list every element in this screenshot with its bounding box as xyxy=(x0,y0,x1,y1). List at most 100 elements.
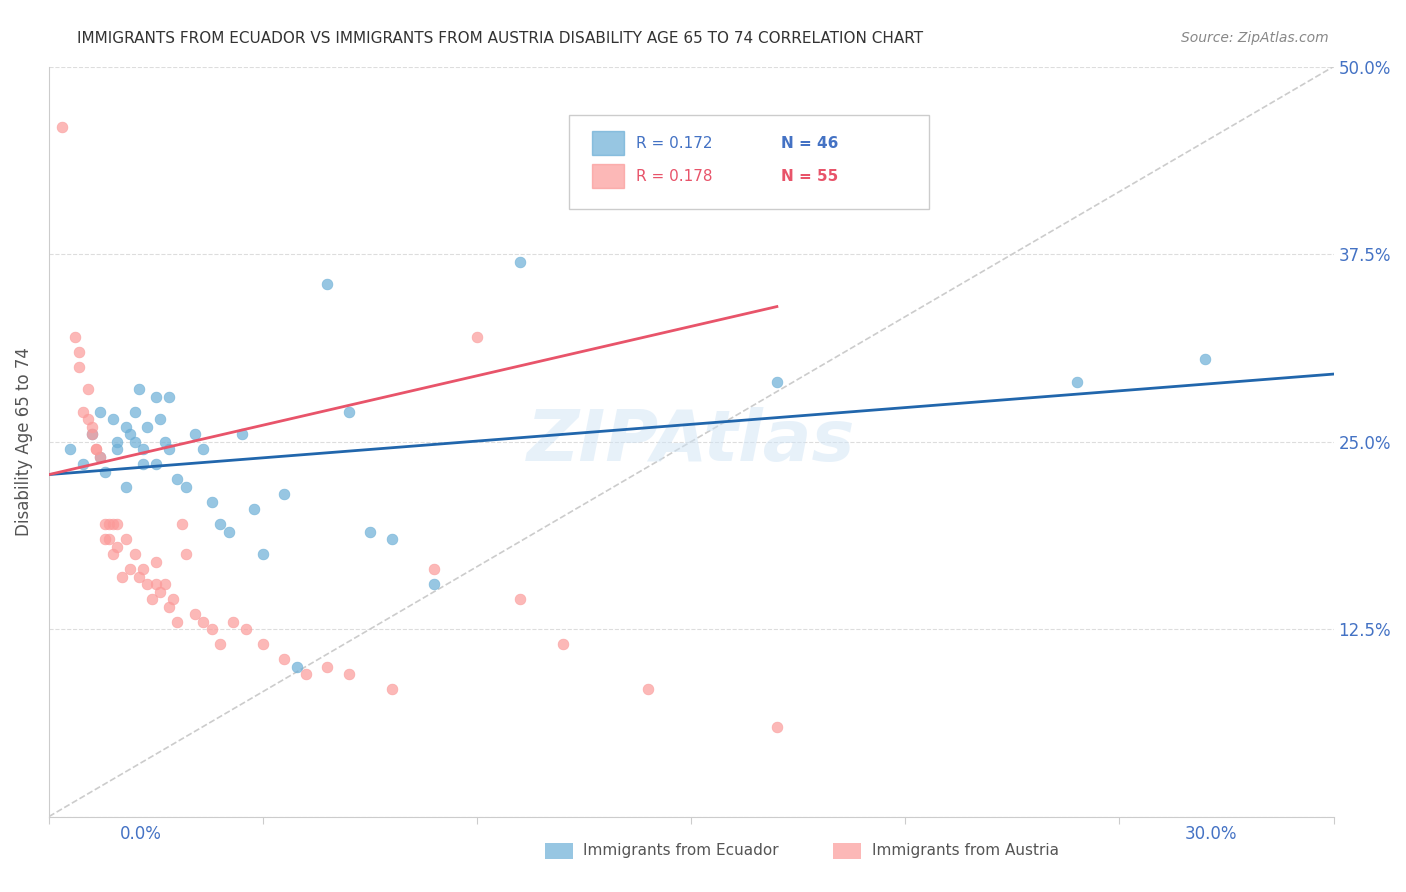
Point xyxy=(201,494,224,508)
Point xyxy=(166,472,188,486)
Point xyxy=(84,442,107,456)
Point xyxy=(316,659,339,673)
Point xyxy=(183,607,205,621)
Point xyxy=(273,652,295,666)
Point xyxy=(222,615,245,629)
Point xyxy=(145,577,167,591)
Point xyxy=(465,329,488,343)
Point xyxy=(80,419,103,434)
Point xyxy=(80,427,103,442)
Text: Immigrants from Ecuador: Immigrants from Ecuador xyxy=(583,844,779,858)
Point xyxy=(201,622,224,636)
Point xyxy=(295,667,318,681)
Point xyxy=(285,659,308,673)
Point xyxy=(766,375,789,389)
Point xyxy=(97,517,120,532)
Point xyxy=(209,517,232,532)
Point xyxy=(174,547,197,561)
Text: Source: ZipAtlas.com: Source: ZipAtlas.com xyxy=(1181,31,1329,45)
Point xyxy=(1066,375,1088,389)
Point xyxy=(103,412,125,426)
Point xyxy=(153,434,176,449)
Text: 0.0%: 0.0% xyxy=(120,825,162,843)
Point xyxy=(63,329,86,343)
Point xyxy=(107,517,129,532)
Point xyxy=(115,532,138,546)
Point xyxy=(89,450,111,464)
Point xyxy=(59,442,82,456)
Point xyxy=(128,382,150,396)
Point xyxy=(551,637,574,651)
Point xyxy=(115,479,138,493)
Point xyxy=(380,532,402,546)
Point xyxy=(423,577,446,591)
Point xyxy=(183,427,205,442)
Point xyxy=(107,442,129,456)
Point xyxy=(124,547,146,561)
Point xyxy=(136,577,159,591)
Text: ZIPAtlas: ZIPAtlas xyxy=(527,407,855,476)
Point xyxy=(235,622,257,636)
FancyBboxPatch shape xyxy=(592,164,624,188)
Point xyxy=(162,592,184,607)
Point xyxy=(252,547,274,561)
Point xyxy=(509,592,531,607)
Point xyxy=(316,277,339,291)
Point xyxy=(218,524,240,539)
Point xyxy=(149,412,172,426)
Point xyxy=(115,419,138,434)
Point xyxy=(67,359,90,374)
Point xyxy=(136,419,159,434)
Point xyxy=(93,532,115,546)
Point xyxy=(132,562,155,576)
Point xyxy=(423,562,446,576)
Point xyxy=(170,517,193,532)
Point xyxy=(174,479,197,493)
FancyBboxPatch shape xyxy=(592,131,624,155)
Point xyxy=(72,457,94,471)
Point xyxy=(637,150,659,164)
Point xyxy=(252,637,274,651)
Point xyxy=(93,517,115,532)
Point xyxy=(80,427,103,442)
Point xyxy=(76,412,98,426)
Point xyxy=(107,540,129,554)
Text: N = 55: N = 55 xyxy=(782,169,838,184)
Point xyxy=(637,681,659,696)
Bar xyxy=(832,843,860,859)
Point xyxy=(166,615,188,629)
Point xyxy=(93,465,115,479)
Point xyxy=(84,442,107,456)
Text: Immigrants from Austria: Immigrants from Austria xyxy=(872,844,1059,858)
Point xyxy=(359,524,381,539)
Point xyxy=(120,427,142,442)
Text: R = 0.172: R = 0.172 xyxy=(636,136,713,151)
Y-axis label: Disability Age 65 to 74: Disability Age 65 to 74 xyxy=(15,347,32,536)
Point xyxy=(337,404,360,418)
Point xyxy=(72,404,94,418)
Point xyxy=(97,532,120,546)
Point xyxy=(67,344,90,359)
Point xyxy=(380,681,402,696)
Point xyxy=(124,404,146,418)
Point xyxy=(157,599,180,614)
Point xyxy=(145,555,167,569)
Point xyxy=(209,637,232,651)
Point xyxy=(157,390,180,404)
Text: IMMIGRANTS FROM ECUADOR VS IMMIGRANTS FROM AUSTRIA DISABILITY AGE 65 TO 74 CORRE: IMMIGRANTS FROM ECUADOR VS IMMIGRANTS FR… xyxy=(77,31,924,46)
Point xyxy=(111,569,134,583)
Text: N = 46: N = 46 xyxy=(782,136,838,151)
Point xyxy=(191,615,214,629)
Point xyxy=(149,584,172,599)
Point xyxy=(337,667,360,681)
Point xyxy=(231,427,253,442)
Point xyxy=(141,592,163,607)
Text: 30.0%: 30.0% xyxy=(1185,825,1237,843)
Point xyxy=(153,577,176,591)
Point xyxy=(1194,352,1216,367)
Point xyxy=(243,502,266,516)
FancyBboxPatch shape xyxy=(569,115,929,209)
Point xyxy=(128,569,150,583)
Point xyxy=(103,547,125,561)
Text: R = 0.178: R = 0.178 xyxy=(636,169,713,184)
